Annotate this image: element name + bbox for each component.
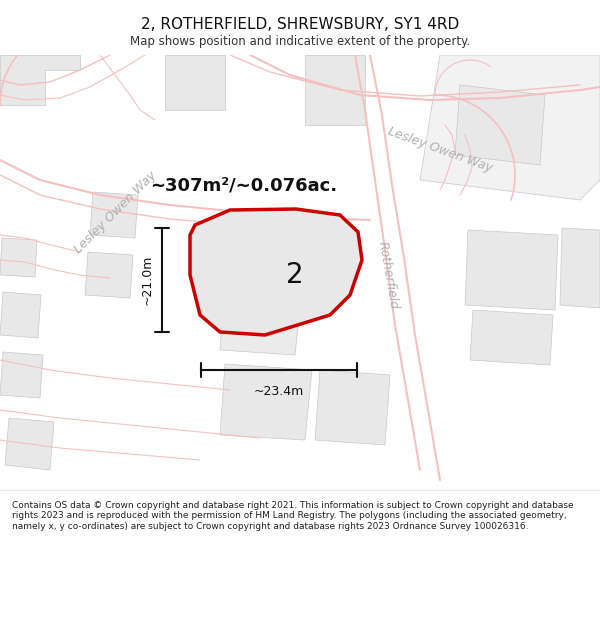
- Polygon shape: [0, 352, 43, 398]
- Polygon shape: [305, 55, 365, 125]
- Polygon shape: [190, 209, 362, 335]
- Polygon shape: [0, 292, 41, 338]
- Polygon shape: [165, 55, 225, 110]
- Text: ~23.4m: ~23.4m: [254, 385, 304, 398]
- Polygon shape: [0, 238, 37, 277]
- Polygon shape: [315, 370, 390, 445]
- Text: Contains OS data © Crown copyright and database right 2021. This information is : Contains OS data © Crown copyright and d…: [12, 501, 574, 531]
- Text: Lesley Owen Way: Lesley Owen Way: [71, 168, 158, 256]
- Polygon shape: [90, 192, 138, 238]
- Text: ~21.0m: ~21.0m: [141, 255, 154, 305]
- Polygon shape: [470, 310, 553, 365]
- Text: 2, ROTHERFIELD, SHREWSBURY, SY1 4RD: 2, ROTHERFIELD, SHREWSBURY, SY1 4RD: [141, 17, 459, 32]
- Polygon shape: [420, 55, 600, 200]
- Polygon shape: [220, 364, 312, 440]
- Polygon shape: [220, 283, 302, 355]
- Polygon shape: [0, 55, 80, 105]
- Polygon shape: [560, 228, 600, 308]
- Polygon shape: [215, 213, 302, 290]
- Polygon shape: [455, 85, 545, 165]
- Text: Rotherfield: Rotherfield: [376, 240, 400, 310]
- Polygon shape: [5, 418, 54, 470]
- Polygon shape: [465, 230, 558, 310]
- Text: Lesley Owen Way: Lesley Owen Way: [386, 125, 494, 175]
- Text: Map shows position and indicative extent of the property.: Map shows position and indicative extent…: [130, 35, 470, 48]
- Text: 2: 2: [286, 261, 304, 289]
- Text: ~307m²/~0.076ac.: ~307m²/~0.076ac.: [150, 176, 337, 194]
- Polygon shape: [85, 252, 133, 298]
